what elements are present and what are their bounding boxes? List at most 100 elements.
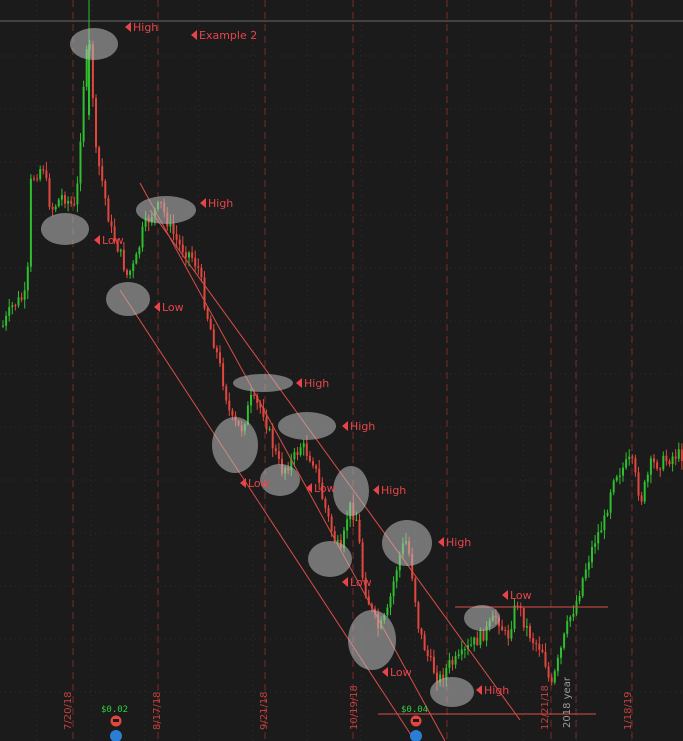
candle-body xyxy=(95,98,97,148)
candle-body xyxy=(584,569,587,579)
candle-body xyxy=(318,468,321,483)
candle-body xyxy=(212,329,215,348)
candle-body xyxy=(649,458,652,475)
annotation-marker xyxy=(306,483,312,493)
candle-body xyxy=(448,660,451,668)
annotation-marker xyxy=(240,478,246,488)
candle-body xyxy=(132,263,135,271)
candle-body xyxy=(259,402,262,408)
candlesticks xyxy=(2,0,683,691)
candle-body xyxy=(110,221,113,227)
annotation-label: Low xyxy=(248,477,270,490)
candle-body xyxy=(411,553,414,579)
candle-body xyxy=(634,458,637,473)
candle-body xyxy=(178,239,181,245)
candle-body xyxy=(64,195,66,204)
candle-body xyxy=(674,456,677,459)
candle-body xyxy=(603,515,606,531)
candle-body xyxy=(436,672,438,683)
candle-body xyxy=(432,656,435,673)
candle-body xyxy=(463,649,466,651)
candle-body xyxy=(203,277,206,309)
candle-body xyxy=(513,605,516,629)
candle-body xyxy=(646,474,649,482)
candle-body xyxy=(615,476,618,481)
candle-body xyxy=(618,475,621,477)
candle-body xyxy=(290,459,293,471)
candle-body xyxy=(265,416,268,430)
date-separator-lines xyxy=(72,0,633,741)
candle-body xyxy=(302,443,305,448)
candle-body xyxy=(119,249,122,252)
annotation-label: High xyxy=(208,197,233,210)
candle-body xyxy=(665,455,668,462)
candle-body xyxy=(228,400,231,411)
highlight-ellipse xyxy=(233,374,293,392)
dividend-icon-glyph xyxy=(113,719,119,722)
year-label: 2018 year xyxy=(562,676,573,728)
highlight-ellipses xyxy=(41,28,500,707)
candle-body xyxy=(5,315,8,326)
candle-body xyxy=(336,540,339,542)
candle-body xyxy=(653,458,655,463)
candle-body xyxy=(144,218,147,227)
annotation-label: High xyxy=(484,684,509,697)
candle-body xyxy=(181,244,184,253)
candle-body xyxy=(327,507,330,517)
candle-body xyxy=(126,269,128,275)
example-annotation: Example 2 xyxy=(191,29,257,42)
candle-body xyxy=(631,456,634,459)
candle-body xyxy=(79,141,82,184)
candle-body xyxy=(556,657,559,672)
candle-body xyxy=(135,254,138,264)
candle-body xyxy=(640,495,643,502)
candle-body xyxy=(39,169,42,180)
candle-body xyxy=(560,647,562,658)
candle-body xyxy=(392,581,395,597)
trend-line xyxy=(119,289,416,741)
candle-body xyxy=(17,297,20,306)
candle-body xyxy=(70,200,73,204)
date-label: 1/18/19 xyxy=(623,691,634,730)
candle-body xyxy=(312,461,314,466)
candle-body xyxy=(222,363,225,387)
annotation-marker xyxy=(373,485,379,495)
candle-body xyxy=(321,482,324,499)
candle-body xyxy=(296,452,299,455)
highlight-ellipse xyxy=(136,196,196,224)
candle-body xyxy=(45,170,48,179)
annotation-marker xyxy=(125,22,131,32)
candle-body xyxy=(535,642,538,645)
candle-body xyxy=(482,629,485,641)
annotation-label: High xyxy=(350,420,375,433)
dividend-markers: $0.02 $0.04 xyxy=(101,705,428,741)
candle-body xyxy=(501,626,504,631)
annotation-marker xyxy=(502,590,508,600)
highlight-ellipse xyxy=(278,412,336,440)
candle-body xyxy=(141,226,144,248)
highlight-ellipse xyxy=(106,282,150,316)
candle-body xyxy=(547,666,550,678)
candle-body xyxy=(439,674,442,683)
candle-body xyxy=(271,428,274,449)
candle-body xyxy=(525,625,528,628)
highlight-ellipse xyxy=(430,677,474,707)
candle-body xyxy=(668,461,671,465)
candle-body xyxy=(460,649,463,655)
annotation-label: Low xyxy=(350,576,372,589)
annotation-marker xyxy=(296,378,302,388)
candle-body xyxy=(60,195,63,200)
candle-body xyxy=(91,44,94,99)
candle-body xyxy=(206,308,209,319)
candle-body xyxy=(308,455,311,462)
candle-body xyxy=(637,472,640,496)
candle-body xyxy=(197,266,200,268)
candle-body xyxy=(473,637,476,645)
candle-body xyxy=(591,546,593,563)
candle-body xyxy=(470,644,473,646)
candle-body xyxy=(597,532,600,544)
candle-body xyxy=(11,305,14,308)
trend-line xyxy=(149,209,521,721)
candle-body xyxy=(122,249,125,270)
